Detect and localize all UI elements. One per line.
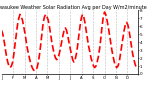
Title: Milwaukee Weather Solar Radiation Avg per Day W/m2/minute: Milwaukee Weather Solar Radiation Avg pe… bbox=[0, 5, 146, 10]
